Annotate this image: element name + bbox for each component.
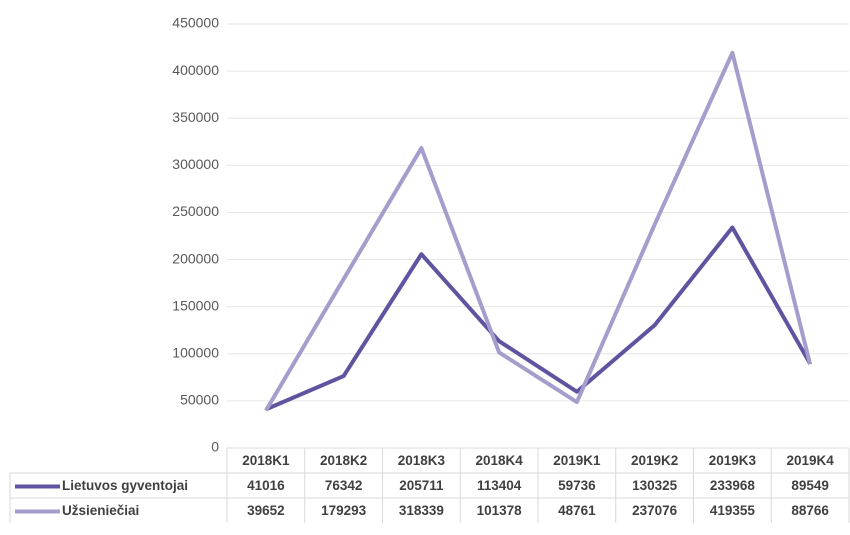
table-value: 113404 xyxy=(477,478,522,493)
legend-label: Lietuvos gyventojai xyxy=(62,478,188,493)
x-tick-label: 2018K3 xyxy=(398,453,446,468)
table-value: 179293 xyxy=(321,503,367,518)
x-tick-label: 2019K4 xyxy=(786,453,834,468)
table-value: 41016 xyxy=(247,478,285,493)
y-tick-label: 400000 xyxy=(172,62,219,78)
x-tick-label: 2018K1 xyxy=(242,453,290,468)
table-value: 59736 xyxy=(558,478,596,493)
x-tick-label: 2018K2 xyxy=(320,453,367,468)
y-tick-label: 150000 xyxy=(172,297,219,313)
table-value: 48761 xyxy=(558,503,596,518)
y-tick-label: 200000 xyxy=(172,250,219,266)
table-value: 233968 xyxy=(710,478,756,493)
table-value: 76342 xyxy=(325,478,363,493)
y-tick-label: 300000 xyxy=(172,156,219,172)
y-tick-label: 0 xyxy=(211,439,219,455)
table-value: 39652 xyxy=(247,503,285,518)
x-tick-label: 2019K3 xyxy=(709,453,757,468)
table-value: 205711 xyxy=(399,478,444,493)
table-value: 318339 xyxy=(399,503,444,518)
table-value: 419355 xyxy=(710,503,756,518)
legend-label: Užsieniečiai xyxy=(62,503,139,518)
x-tick-label: 2019K2 xyxy=(631,453,678,468)
y-tick-label: 350000 xyxy=(172,109,219,125)
line-series xyxy=(265,225,812,412)
table-value: 237076 xyxy=(632,503,678,518)
y-tick-label: 50000 xyxy=(180,392,219,408)
table-value: 101378 xyxy=(477,503,523,518)
table-value: 89549 xyxy=(791,478,829,493)
table-value: 88766 xyxy=(791,503,829,518)
y-tick-label: 100000 xyxy=(172,344,219,360)
line-series xyxy=(264,50,813,412)
x-tick-label: 2018K4 xyxy=(475,453,523,468)
table-value: 130325 xyxy=(632,478,678,493)
y-tick-label: 250000 xyxy=(172,203,219,219)
y-tick-label: 450000 xyxy=(172,15,219,31)
x-tick-label: 2019K1 xyxy=(553,453,601,468)
